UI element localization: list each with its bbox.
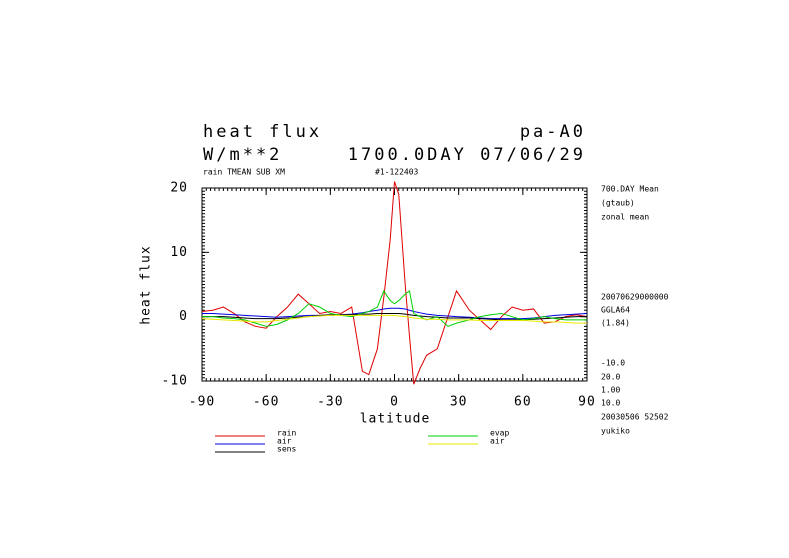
subtitle: 1700.0DAY 07/06/29 [348,145,586,165]
side-note: 20030506 52502 [601,413,669,422]
chart-title-right: pa-A0 [520,122,586,142]
x-tick-label: -60 [253,395,279,410]
x-axis-label: latitude [360,412,431,427]
x-tick-label: 60 [514,395,532,410]
side-note: 700.DAY Mean [601,185,659,194]
legend-label: air [490,437,505,446]
series-line [202,307,588,320]
side-note: yukiko [601,427,630,436]
series-line [202,312,587,321]
series-line [201,181,588,385]
legend-label: air [277,437,292,446]
x-tick-label: -30 [317,395,343,410]
x-tick-label: 0 [390,395,399,410]
legend-label: rain [277,429,296,438]
side-note: 1.00 [601,386,620,395]
series-line [201,314,587,324]
legend-label: sens [277,445,296,454]
plot-frame [201,187,588,382]
side-note: 20.0 [601,373,620,382]
x-tick-label: 30 [450,395,468,410]
side-note: (1.84) [601,319,630,328]
legend-label: evap [490,429,509,438]
chart-title: heat flux [203,122,322,142]
side-note: -10.0 [601,359,625,368]
side-note: 20070629000000 [601,293,669,302]
x-tick-label: -90 [189,395,215,410]
y-tick-label: 20 [170,181,188,196]
y-tick-label: 10 [170,245,188,260]
y-axis-label: heat flux [139,245,154,324]
note-right: #1-122403 [375,168,419,177]
y-tick-label: -10 [162,374,188,389]
x-tick-label: 90 [578,395,596,410]
units: W/m**2 [203,145,282,165]
y-tick-label: 0 [179,309,188,324]
series-line [202,289,587,327]
side-note: GGLA64 [601,306,630,315]
side-note: zonal mean [601,213,649,222]
side-note: (gtaub) [601,199,635,208]
note-left: rain TMEAN SUB XM [203,168,285,177]
side-note: 10.0 [601,399,620,408]
